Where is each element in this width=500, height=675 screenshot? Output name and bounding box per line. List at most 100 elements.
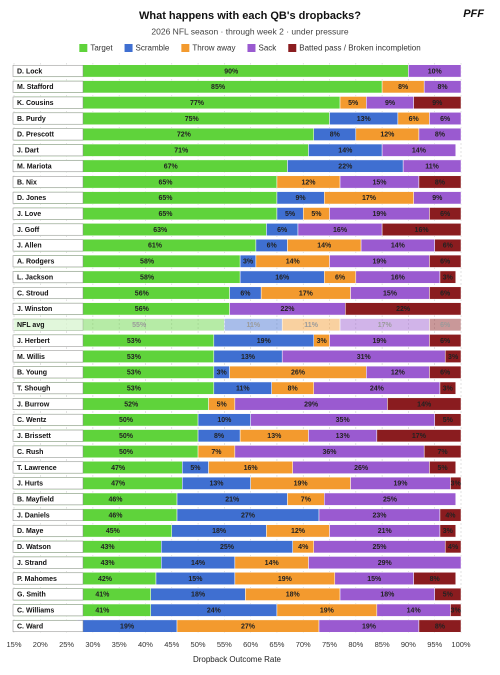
- value-label: 16%: [275, 274, 290, 281]
- bar-segment: [381, 143, 456, 157]
- bar-row: 85% 8% 8%: [13, 80, 462, 94]
- value-label: 23%: [372, 512, 387, 519]
- category-label: B. Mayfield: [17, 497, 54, 504]
- bar-segment: [423, 445, 462, 459]
- row-label-box: [12, 572, 84, 585]
- value-label: 6%: [440, 259, 451, 266]
- value-label: 6%: [440, 290, 451, 297]
- value-label: 19%: [372, 259, 387, 266]
- row-label: C. Stroud: [12, 287, 84, 299]
- category-label: J. Goff: [17, 227, 40, 234]
- value-label: 4%: [298, 544, 309, 551]
- x-tick-label: 30%: [85, 640, 100, 649]
- row-label-box: [12, 429, 84, 442]
- value-label: 8%: [435, 132, 446, 139]
- legend-label: Sack: [258, 44, 277, 53]
- bar-segment: [402, 159, 462, 173]
- row-label: J. Hurts: [12, 477, 84, 490]
- legend-swatch: [247, 44, 256, 52]
- x-tick-label: 85%: [375, 640, 390, 649]
- bar-segment: [434, 238, 462, 252]
- x-tick-label: 50%: [191, 640, 206, 649]
- value-label: 5%: [443, 417, 454, 424]
- x-tick-label: 90%: [401, 640, 416, 649]
- category-label: J. Dart: [17, 148, 39, 155]
- row-label: D. Watson: [12, 540, 84, 553]
- value-label: 10%: [217, 417, 232, 424]
- value-label: 5%: [348, 100, 359, 107]
- value-label: 47%: [111, 481, 126, 488]
- category-label: D. Maye: [17, 528, 44, 535]
- value-label: 5%: [285, 211, 296, 218]
- value-label: 16%: [244, 465, 259, 472]
- value-label: 50%: [119, 417, 134, 424]
- value-label: 3%: [217, 370, 228, 377]
- value-label: 77%: [190, 100, 205, 107]
- value-label: 19%: [278, 576, 293, 583]
- category-label: B. Young: [17, 370, 47, 377]
- value-label: 14%: [338, 148, 353, 155]
- value-label: 17%: [412, 433, 427, 440]
- value-label: 10%: [428, 68, 443, 75]
- row-label-box: [12, 477, 84, 490]
- row-label: J. Herbert: [12, 334, 84, 347]
- row-label-box: [12, 144, 84, 157]
- x-tick-label: 15%: [6, 640, 21, 649]
- category-label: C. Rush: [17, 449, 43, 456]
- x-tick-label: 40%: [138, 640, 153, 649]
- value-label: 17%: [299, 290, 314, 297]
- value-label: 19%: [372, 338, 387, 345]
- row-label: M. Stafford: [12, 80, 84, 93]
- value-label: 17%: [378, 322, 393, 329]
- row-label-box: [12, 176, 84, 188]
- value-label: 90%: [224, 68, 239, 75]
- x-tick-label: 80%: [348, 640, 363, 649]
- row-label: J. Goff: [12, 223, 84, 236]
- x-tick-label: 60%: [243, 640, 258, 649]
- value-label: 3%: [451, 608, 462, 615]
- category-label: D. Lock: [17, 68, 42, 75]
- bar-segment: [450, 476, 462, 490]
- row-label: D. Prescott: [12, 128, 84, 141]
- row-label-box: [12, 334, 84, 347]
- category-label: J. Love: [17, 211, 41, 218]
- value-label: 19%: [372, 211, 387, 218]
- bar-segment: [413, 191, 462, 205]
- x-tick-label: 95%: [427, 640, 442, 649]
- value-label: 19%: [294, 481, 309, 488]
- value-label: 19%: [257, 338, 272, 345]
- value-label: 16%: [415, 227, 430, 234]
- x-axis-title: Dropback Outcome Rate: [193, 655, 282, 664]
- bar-row: 43% 14% 14% 29%: [13, 556, 462, 570]
- category-label: J. Allen: [17, 243, 42, 250]
- category-label: T. Lawrence: [17, 465, 57, 472]
- bar-segment: [324, 492, 456, 506]
- value-label: 53%: [127, 370, 142, 377]
- row-label-box: [12, 540, 84, 553]
- x-tick-label: 70%: [296, 640, 311, 649]
- row-label-box: [12, 398, 84, 410]
- row-label-box: [12, 604, 84, 617]
- category-label: J. Winston: [17, 306, 52, 313]
- row-label: J. Daniels: [12, 509, 84, 521]
- bar-row: 72% 8% 12% 8%: [13, 127, 462, 141]
- value-label: 4%: [448, 544, 459, 551]
- value-label: 8%: [435, 623, 446, 630]
- value-label: 7%: [438, 449, 449, 456]
- row-label-box: [12, 255, 84, 268]
- bar-segment: [439, 381, 456, 395]
- legend: Target Scramble Throw away Sack Batted pass …: [79, 44, 421, 53]
- row-label-box: [12, 223, 84, 236]
- value-label: 14%: [191, 560, 206, 567]
- value-label: 65%: [158, 195, 173, 202]
- value-label: 9%: [432, 100, 443, 107]
- value-label: 11%: [246, 322, 260, 329]
- bar-segment: [418, 619, 462, 633]
- value-label: 15%: [372, 179, 387, 186]
- value-label: 13%: [241, 354, 256, 361]
- value-label: 14%: [417, 401, 432, 408]
- bar-segment: [281, 318, 341, 332]
- row-label-box: [12, 96, 84, 109]
- value-label: 36%: [323, 449, 338, 456]
- row-label-box: [12, 413, 84, 426]
